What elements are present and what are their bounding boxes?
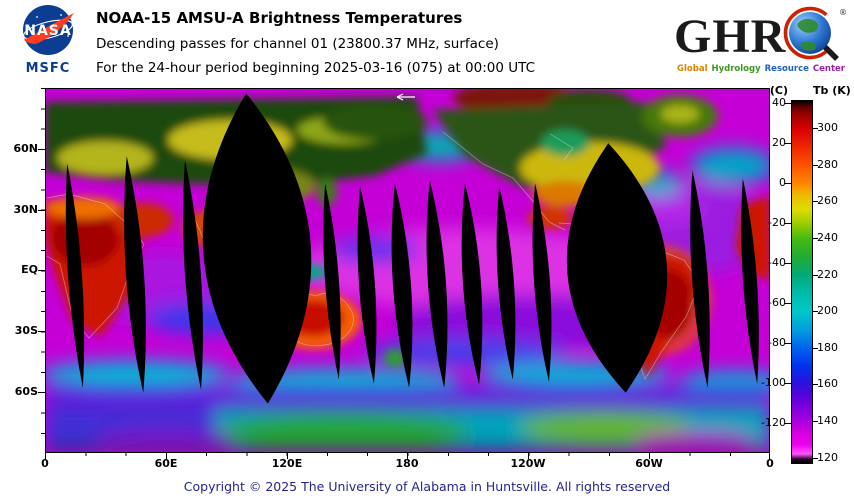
celsius-tick <box>785 343 791 344</box>
nasa-meatball-icon: NASA <box>23 5 74 55</box>
map-frame <box>45 88 770 453</box>
kelvin-tick <box>813 458 818 459</box>
celsius-tick-label: -40 <box>768 256 786 269</box>
celsius-tick <box>785 383 791 384</box>
kelvin-tick <box>813 421 818 422</box>
lat-label-30s: 30S <box>14 324 38 337</box>
celsius-tick-label: 20 <box>772 136 786 149</box>
lon-tick <box>287 453 288 459</box>
lon-label-0w: 0 <box>766 457 774 470</box>
celsius-tick-label: -80 <box>768 336 786 349</box>
lat-label-60n: 60N <box>13 142 38 155</box>
msfc-label: MSFC <box>25 61 71 76</box>
kelvin-tick-label: 180 <box>817 341 838 354</box>
celsius-tick <box>785 303 791 304</box>
lat-label-30n: 30N <box>13 203 38 216</box>
lon-label-60w: 60W <box>635 457 663 470</box>
tagline-word: Hydrology <box>711 64 761 74</box>
lon-tick <box>407 453 408 459</box>
lon-tick <box>649 453 650 459</box>
celsius-tick <box>785 183 791 184</box>
kelvin-tick-label: 260 <box>817 194 838 207</box>
ghrc-tagline: Global Hydrology Resource Center <box>672 64 850 74</box>
celsius-tick <box>785 263 791 264</box>
celsius-tick <box>785 223 791 224</box>
lon-label-180: 180 <box>395 457 419 470</box>
ghrc-logo-graphic: GHR ® <box>674 6 847 63</box>
red-swoosh-icon <box>24 13 74 44</box>
kelvin-tick-label: 200 <box>817 304 838 317</box>
celsius-tick-label: 40 <box>772 96 786 109</box>
nasa-logo-text: NASA <box>24 23 71 39</box>
kelvin-tick <box>813 165 818 166</box>
kelvin-tick-label: 220 <box>817 268 838 281</box>
ghrc-letters: GHR <box>674 10 787 63</box>
tagline-word: Resource <box>764 64 809 74</box>
celsius-tick <box>785 423 791 424</box>
lon-tick <box>528 453 529 459</box>
colorbar-celsius-header: (C) <box>769 84 788 97</box>
celsius-tick-label: 0 <box>779 176 786 189</box>
kelvin-tick-label: 140 <box>817 414 838 427</box>
swath-direction-arrow-icon <box>396 93 415 101</box>
celsius-tick-label: -60 <box>768 296 786 309</box>
registered-mark: ® <box>839 8 847 17</box>
lon-label-60e: 60E <box>154 457 178 470</box>
kelvin-tick <box>813 384 818 385</box>
kelvin-tick <box>813 238 818 239</box>
celsius-tick-label: -120 <box>761 416 786 429</box>
lat-minor-ticks <box>41 88 45 453</box>
copyright-line: Copyright © 2025 The University of Alaba… <box>183 479 671 494</box>
kelvin-tick-label: 300 <box>817 121 838 134</box>
kelvin-tick <box>813 275 818 276</box>
brightness-temperature-map <box>45 88 770 453</box>
kelvin-tick <box>813 311 818 312</box>
lat-label-60s: 60S <box>14 385 38 398</box>
orbit-gap-swaths <box>65 93 759 404</box>
page-subtitle: Descending passes for channel 01 (23800.… <box>96 36 499 52</box>
kelvin-tick <box>813 128 818 129</box>
kelvin-tick-label: 240 <box>817 231 838 244</box>
ghrc-logo: GHR ® Global Hydrology Resource Center <box>672 2 850 74</box>
lon-tick <box>769 453 770 459</box>
orbit-ellipse-icon <box>23 19 73 41</box>
title-block: NOAA-15 AMSU-A Brightness Temperatures D… <box>96 9 535 84</box>
colorbar-kelvin-header: Tb (K) <box>813 84 851 97</box>
tagline-word: Center <box>812 64 845 74</box>
lat-label-eq: EQ <box>21 263 38 276</box>
kelvin-tick-label: 160 <box>817 377 838 390</box>
kelvin-tick-label: 120 <box>817 451 838 464</box>
celsius-tick <box>785 143 791 144</box>
q-tail-icon <box>823 45 839 61</box>
celsius-tick-label: -100 <box>761 376 786 389</box>
period-line: For the 24-hour period beginning 2025-03… <box>96 60 536 76</box>
lon-tick <box>166 453 167 459</box>
kelvin-tick-label: 280 <box>817 158 838 171</box>
celsius-tick <box>785 103 791 104</box>
colorbar <box>791 100 813 464</box>
lon-label-0e: 0 <box>41 457 49 470</box>
lon-minor-ticks <box>45 453 770 456</box>
kelvin-tick <box>813 201 818 202</box>
tagline-word: Global <box>677 64 708 74</box>
celsius-tick-label: -20 <box>768 216 786 229</box>
kelvin-tick <box>813 348 818 349</box>
lon-label-120w: 120W <box>510 457 546 470</box>
lon-label-120e: 120E <box>271 457 303 470</box>
lon-tick <box>45 453 46 459</box>
page-title: NOAA-15 AMSU-A Brightness Temperatures <box>96 9 463 27</box>
nasa-msfc-logo: NASA MSFC <box>8 3 88 76</box>
